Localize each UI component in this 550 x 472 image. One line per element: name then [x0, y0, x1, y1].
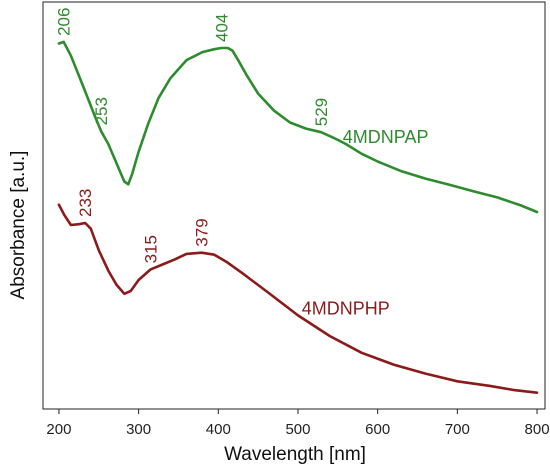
peak-label: 529 — [312, 98, 331, 126]
series-layer: 4MDNPAP 4MDNPHP — [57, 40, 539, 395]
x-tick-label: 800 — [525, 421, 550, 438]
series-label-4mdnpap: 4MDNPAP — [343, 127, 429, 147]
x-tick-label: 600 — [365, 421, 390, 438]
x-tick-label: 500 — [285, 421, 310, 438]
x-tick-label: 200 — [46, 421, 71, 438]
series-line-4mdnphp — [57, 203, 539, 395]
series-label-4mdnphp: 4MDNPHP — [302, 298, 390, 318]
peak-label: 233 — [76, 189, 95, 217]
x-axis-ticks: 200 300 400 500 600 700 800 — [46, 409, 550, 438]
x-tick-label: 300 — [126, 421, 151, 438]
peak-label: 206 — [55, 8, 74, 36]
x-tick-label: 700 — [445, 421, 470, 438]
plot-frame — [42, 1, 546, 410]
peak-label: 315 — [142, 235, 161, 263]
peak-label: 253 — [92, 97, 111, 125]
x-tick-label: 400 — [206, 421, 231, 438]
peak-labels: 206 253 404 529 233 315 379 — [55, 8, 331, 264]
peak-label: 404 — [213, 14, 232, 42]
y-axis-title: Absorbance [a.u.] — [8, 151, 29, 300]
x-axis-title: Wavelength [nm] — [224, 444, 366, 465]
peak-label: 379 — [193, 218, 212, 246]
series-line-4mdnpap — [57, 40, 539, 214]
